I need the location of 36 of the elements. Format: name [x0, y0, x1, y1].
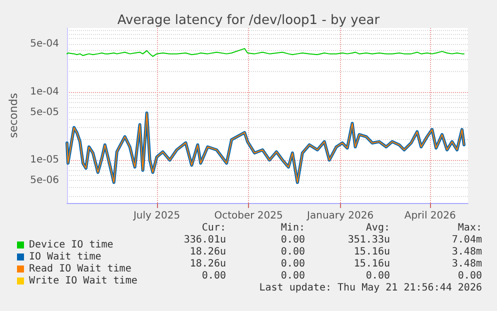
text: 0.00 — [280, 270, 305, 282]
text: Avg: — [366, 222, 390, 234]
text: 351.33u — [348, 234, 390, 246]
x-tick-label: January 2026 — [306, 210, 374, 222]
text: 7.04m — [452, 234, 482, 246]
y-tick-label: 1e-04 — [30, 86, 59, 98]
text: 0.00 — [280, 246, 305, 258]
text: 0.00 — [366, 270, 390, 282]
x-tick-label: April 2026 — [404, 210, 456, 222]
text: 15.16u — [354, 258, 390, 270]
text: Max: — [458, 222, 482, 234]
text: 0.00 — [280, 234, 305, 246]
legend-label: Read IO Wait time — [29, 264, 132, 274]
y-tick-label: 1e-05 — [30, 154, 59, 166]
text: Min: — [280, 222, 305, 234]
x-tick-label: October 2025 — [214, 210, 283, 222]
text: 18.26u — [190, 258, 226, 270]
legend-label: Device IO time — [29, 240, 114, 250]
y-tick-label: 5e-04 — [30, 38, 59, 50]
text: 336.01u — [184, 234, 226, 246]
text: 0.00 — [458, 270, 482, 282]
chart-title: Average latency for /dev/loop1 - by year — [117, 13, 380, 28]
legend-label: Write IO Wait time — [29, 276, 138, 286]
text: 15.16u — [354, 246, 390, 258]
y-axis-title: seconds — [7, 92, 20, 138]
y-tick-label: 5e-05 — [30, 106, 59, 118]
text: 3.48m — [452, 246, 482, 258]
text: Last update: Thu May 21 21:56:44 2026 — [259, 282, 482, 294]
y-tick-label: 5e-06 — [30, 175, 59, 186]
x-tick-label: July 2025 — [132, 210, 180, 222]
text: Cur: — [202, 222, 226, 234]
legend-label: IO Wait time — [29, 252, 102, 262]
text: 0.00 — [280, 258, 305, 270]
text: 3.48m — [452, 258, 482, 270]
text: 0.00 — [202, 270, 226, 282]
text: 18.26u — [190, 246, 226, 258]
